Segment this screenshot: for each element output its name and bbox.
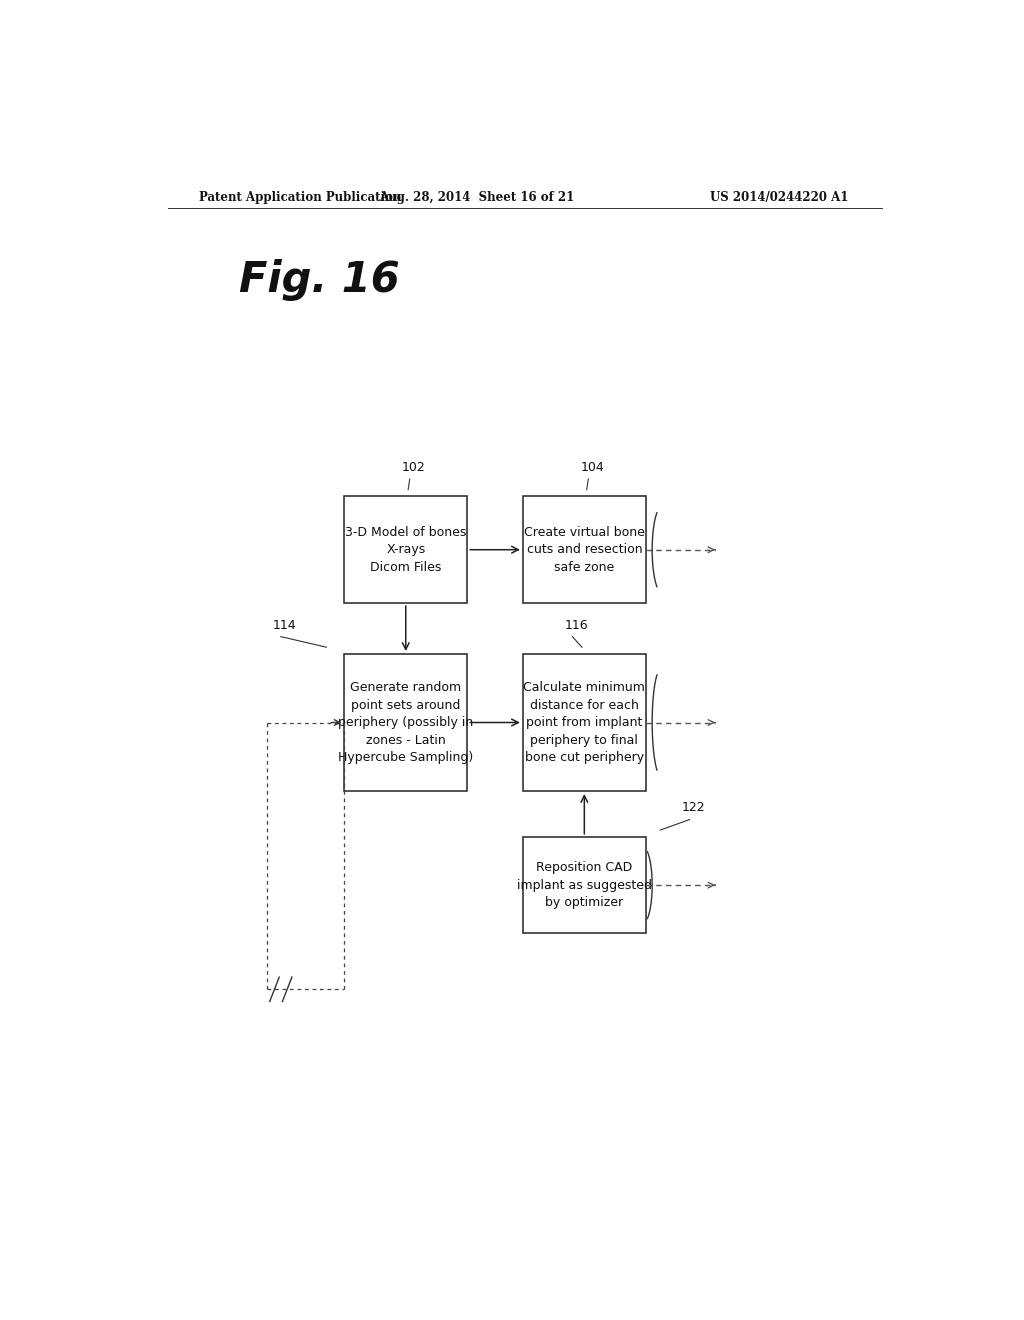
Text: Reposition CAD
implant as suggested
by optimizer: Reposition CAD implant as suggested by o… — [517, 861, 652, 909]
Text: Fig. 16: Fig. 16 — [240, 259, 399, 301]
Text: Patent Application Publication: Patent Application Publication — [200, 190, 402, 203]
Text: US 2014/0244220 A1: US 2014/0244220 A1 — [710, 190, 848, 203]
Text: 114: 114 — [273, 619, 297, 631]
Bar — [344, 653, 467, 791]
Bar — [523, 837, 646, 933]
Text: 122: 122 — [682, 801, 706, 814]
Bar — [523, 653, 646, 791]
Bar — [523, 496, 646, 603]
Text: 104: 104 — [581, 461, 604, 474]
Text: 3-D Model of bones
X-rays
Dicom Files: 3-D Model of bones X-rays Dicom Files — [345, 525, 467, 574]
Text: Calculate minimum
distance for each
point from implant
periphery to final
bone c: Calculate minimum distance for each poin… — [523, 681, 645, 764]
Bar — [344, 496, 467, 603]
Text: Generate random
point sets around
periphery (possibly in
zones - Latin
Hypercube: Generate random point sets around periph… — [338, 681, 473, 764]
Text: 116: 116 — [564, 619, 588, 631]
Text: Aug. 28, 2014  Sheet 16 of 21: Aug. 28, 2014 Sheet 16 of 21 — [380, 190, 574, 203]
Text: 102: 102 — [401, 461, 426, 474]
Text: Create virtual bone
cuts and resection
safe zone: Create virtual bone cuts and resection s… — [524, 525, 645, 574]
